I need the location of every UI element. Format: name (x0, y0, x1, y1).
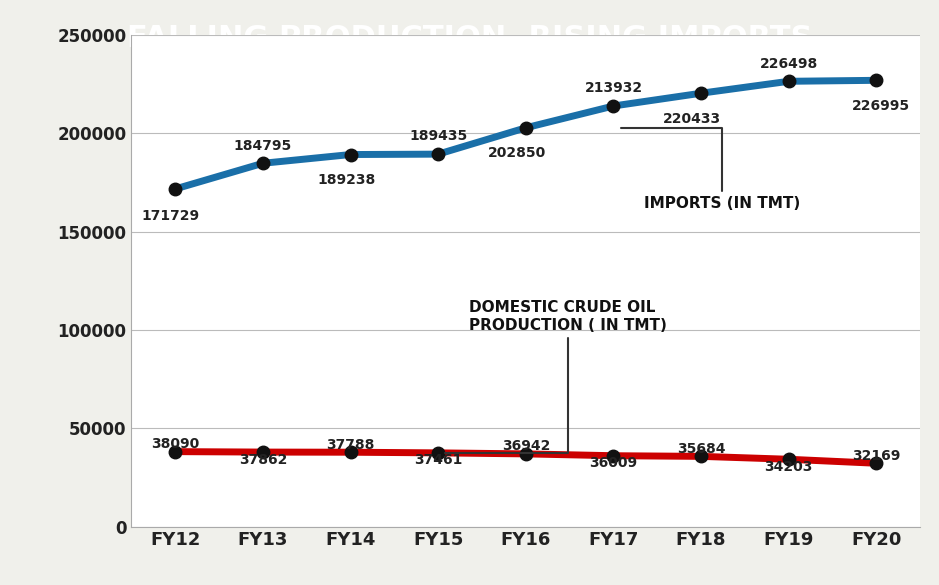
Text: 38090: 38090 (151, 437, 199, 451)
Text: 202850: 202850 (488, 146, 546, 160)
Text: 37862: 37862 (239, 453, 287, 467)
Text: 35684: 35684 (677, 442, 725, 456)
Text: 184795: 184795 (234, 139, 292, 153)
Text: 37788: 37788 (327, 438, 375, 452)
Text: 189435: 189435 (409, 129, 468, 143)
Text: 171729: 171729 (142, 209, 200, 223)
Text: 226995: 226995 (852, 99, 910, 113)
Text: FALLING PRODUCTION, RISING IMPORTS: FALLING PRODUCTION, RISING IMPORTS (127, 23, 812, 53)
Text: DOMESTIC CRUDE OIL
PRODUCTION ( IN TMT): DOMESTIC CRUDE OIL PRODUCTION ( IN TMT) (445, 301, 667, 453)
Text: 36942: 36942 (501, 439, 550, 453)
Text: 34203: 34203 (764, 460, 813, 474)
Text: 213932: 213932 (584, 81, 642, 95)
Text: 189238: 189238 (317, 173, 376, 187)
Text: 36009: 36009 (590, 456, 638, 470)
Text: 32169: 32169 (853, 449, 901, 463)
Text: IMPORTS (IN TMT): IMPORTS (IN TMT) (621, 128, 800, 211)
Text: 37461: 37461 (414, 453, 462, 467)
Text: 226498: 226498 (760, 57, 818, 71)
Text: 220433: 220433 (663, 112, 721, 126)
